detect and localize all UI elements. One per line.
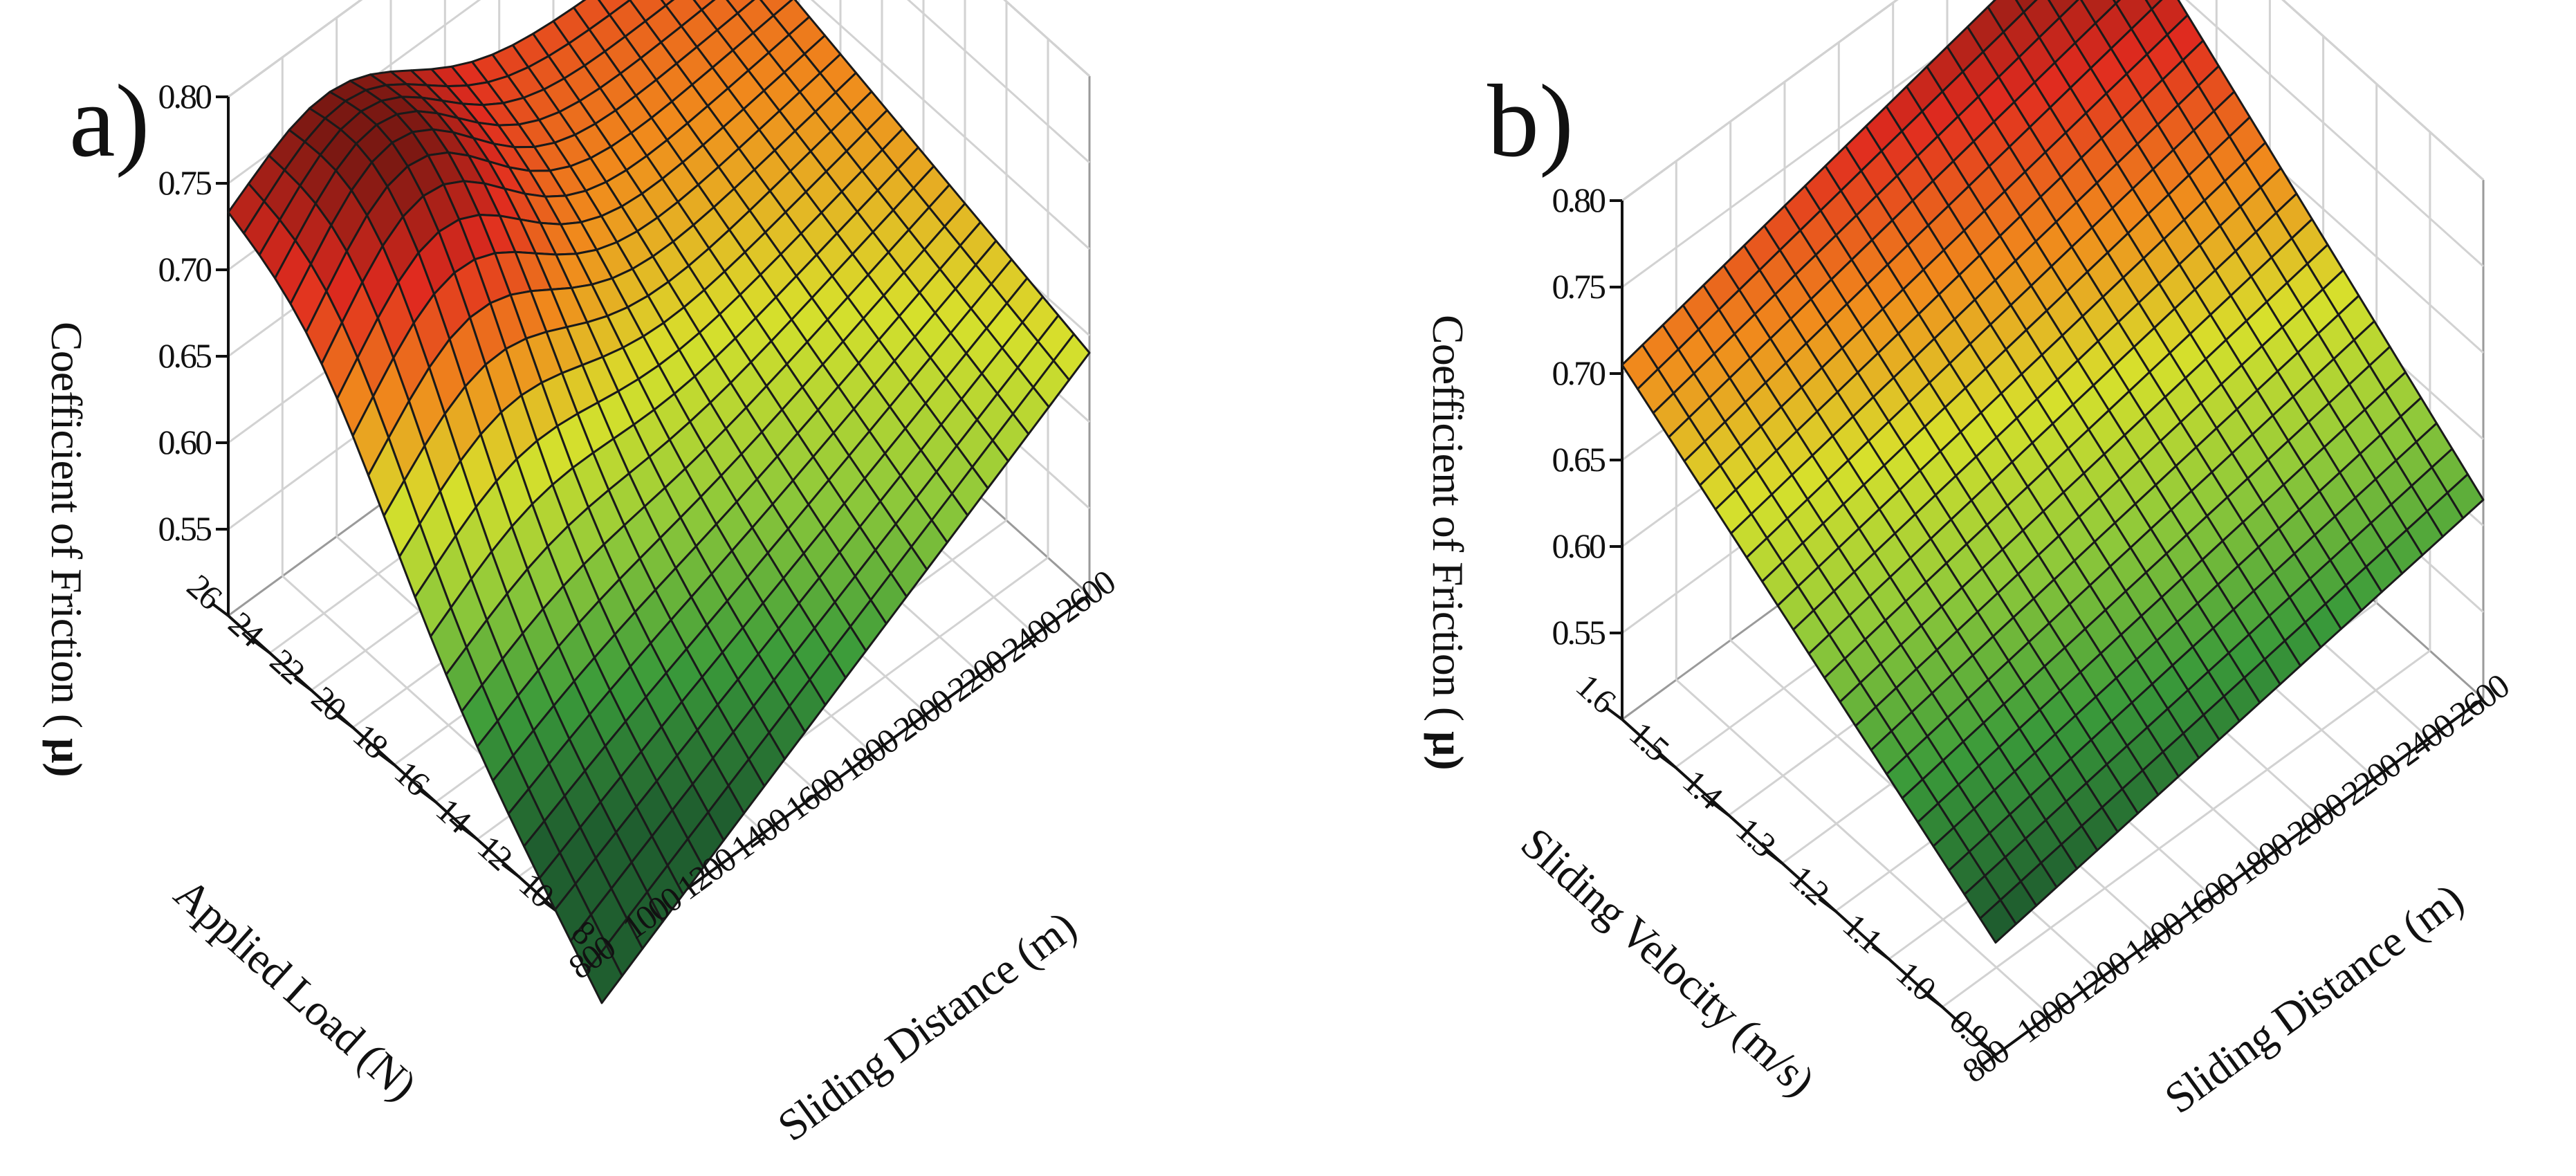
y-tick-mark <box>1818 897 1837 912</box>
x-tick-label: 2400 <box>995 602 1068 670</box>
y-tick-mark <box>1604 706 1623 721</box>
surface-cell <box>585 944 623 1004</box>
x-tick-mark <box>694 870 711 885</box>
y-tick-mark <box>1711 801 1730 817</box>
back-wall-gridline <box>1621 0 1899 202</box>
y-tick-mark <box>335 714 354 729</box>
panel-a-label: a) <box>69 64 150 178</box>
x-tick-label: 1600 <box>2172 864 2245 932</box>
z-tick-label: 0.60 <box>1552 526 1606 565</box>
x-tick-mark <box>2196 895 2214 909</box>
z-tick-label: 0.55 <box>1552 613 1606 652</box>
x-tick-label: 1800 <box>832 721 905 789</box>
y-tick-mark <box>501 863 520 878</box>
y-tick-mark <box>376 751 396 766</box>
x-tick-mark <box>2088 974 2105 989</box>
z-tick-label: 0.70 <box>158 250 212 288</box>
x-tick-label: 1000 <box>2009 982 2083 1050</box>
x-tick-mark <box>2304 816 2322 830</box>
x-tick-mark <box>910 713 928 726</box>
panel-b-axes <box>1604 199 2485 1067</box>
z-tick-label: 0.65 <box>1552 440 1606 479</box>
x-tick-mark <box>2413 737 2430 751</box>
y-tick-mark <box>459 825 479 840</box>
x-tick-mark <box>802 791 820 805</box>
x-tick-mark <box>856 752 874 766</box>
z-tick-label: 0.55 <box>158 509 212 548</box>
x-tick-mark <box>1073 594 1091 607</box>
x-tick-label: 2200 <box>941 641 1014 709</box>
panel-b-z-axis-title: Coefficient of Friction ( μ) <box>1424 315 1473 770</box>
surface-cell <box>1979 899 2017 944</box>
z-tick-label: 0.75 <box>158 163 212 202</box>
x-tick-label: 2000 <box>2281 784 2354 852</box>
y-tick-mark <box>1765 849 1783 865</box>
panel-a-x-axis-title: Sliding Distance (m) <box>769 902 1085 1151</box>
y-tick-mark <box>1924 993 1944 1009</box>
panel-a-y-axis-title: Applied Load (N) <box>165 869 426 1110</box>
x-tick-label: 2400 <box>2389 706 2462 773</box>
floor-gridline <box>1942 650 2431 1008</box>
y-tick-mark <box>293 677 313 692</box>
x-tick-mark <box>2034 1014 2051 1028</box>
x-tick-label: 2600 <box>1049 562 1123 630</box>
y-tick-mark <box>1871 945 1890 961</box>
side-wall-gridline <box>2185 0 2485 268</box>
x-tick-mark <box>965 672 982 687</box>
x-tick-mark <box>748 831 766 845</box>
z-tick-label: 0.75 <box>1552 267 1606 306</box>
y-tick-mark <box>1978 1041 1997 1056</box>
floor-gridline <box>1675 679 2051 1016</box>
y-tick-label: 1.6 <box>1569 666 1623 721</box>
surface-cell <box>2014 0 2038 14</box>
x-tick-mark <box>2142 935 2160 948</box>
x-tick-mark <box>1019 633 1036 647</box>
x-tick-label: 1800 <box>2226 825 2299 892</box>
side-wall-gridline <box>810 0 1091 250</box>
x-tick-mark <box>2467 697 2485 711</box>
side-wall-gridline <box>1003 0 1091 77</box>
x-tick-mark <box>2359 776 2376 791</box>
x-tick-label: 1200 <box>2063 943 2137 1011</box>
z-tick-label: 0.70 <box>1552 353 1606 392</box>
x-tick-label: 2600 <box>2443 666 2517 734</box>
panel-a-z-axis-title: Coefficient of Friction ( μ) <box>42 322 91 777</box>
side-wall-gridline <box>907 0 1091 164</box>
y-tick-mark <box>1657 753 1677 769</box>
x-tick-label: 1400 <box>2118 903 2191 971</box>
x-axis-line <box>1994 697 2485 1056</box>
z-tick-label: 0.80 <box>158 77 212 116</box>
back-wall-gridline <box>1621 0 2017 288</box>
x-tick-mark <box>1979 1054 1997 1067</box>
panel-b-label: b) <box>1487 64 1574 178</box>
y-tick-mark <box>210 602 230 617</box>
x-tick-label: 2000 <box>887 681 960 748</box>
x-tick-mark <box>2250 856 2267 870</box>
panel-a: a) 8001000120014001600180020002200240026… <box>42 0 1122 1150</box>
x-tick-label: 1600 <box>778 760 852 828</box>
panel-b-surface <box>1621 0 2485 944</box>
y-axis-line <box>227 614 603 953</box>
x-tick-label: 2200 <box>2335 745 2408 813</box>
y-tick-mark <box>418 788 437 804</box>
y-tick-mark <box>252 639 271 654</box>
side-wall-gridline <box>2281 0 2485 181</box>
panel-a-surface <box>227 0 1091 1004</box>
z-tick-label: 0.60 <box>158 423 212 461</box>
z-tick-label: 0.80 <box>1552 181 1606 219</box>
z-tick-label: 0.65 <box>158 336 212 375</box>
back-wall-gridline <box>228 0 363 98</box>
panel-b: b) 8001000120014001600180020002200240026… <box>1424 0 2516 1123</box>
surface-cell <box>692 0 716 11</box>
